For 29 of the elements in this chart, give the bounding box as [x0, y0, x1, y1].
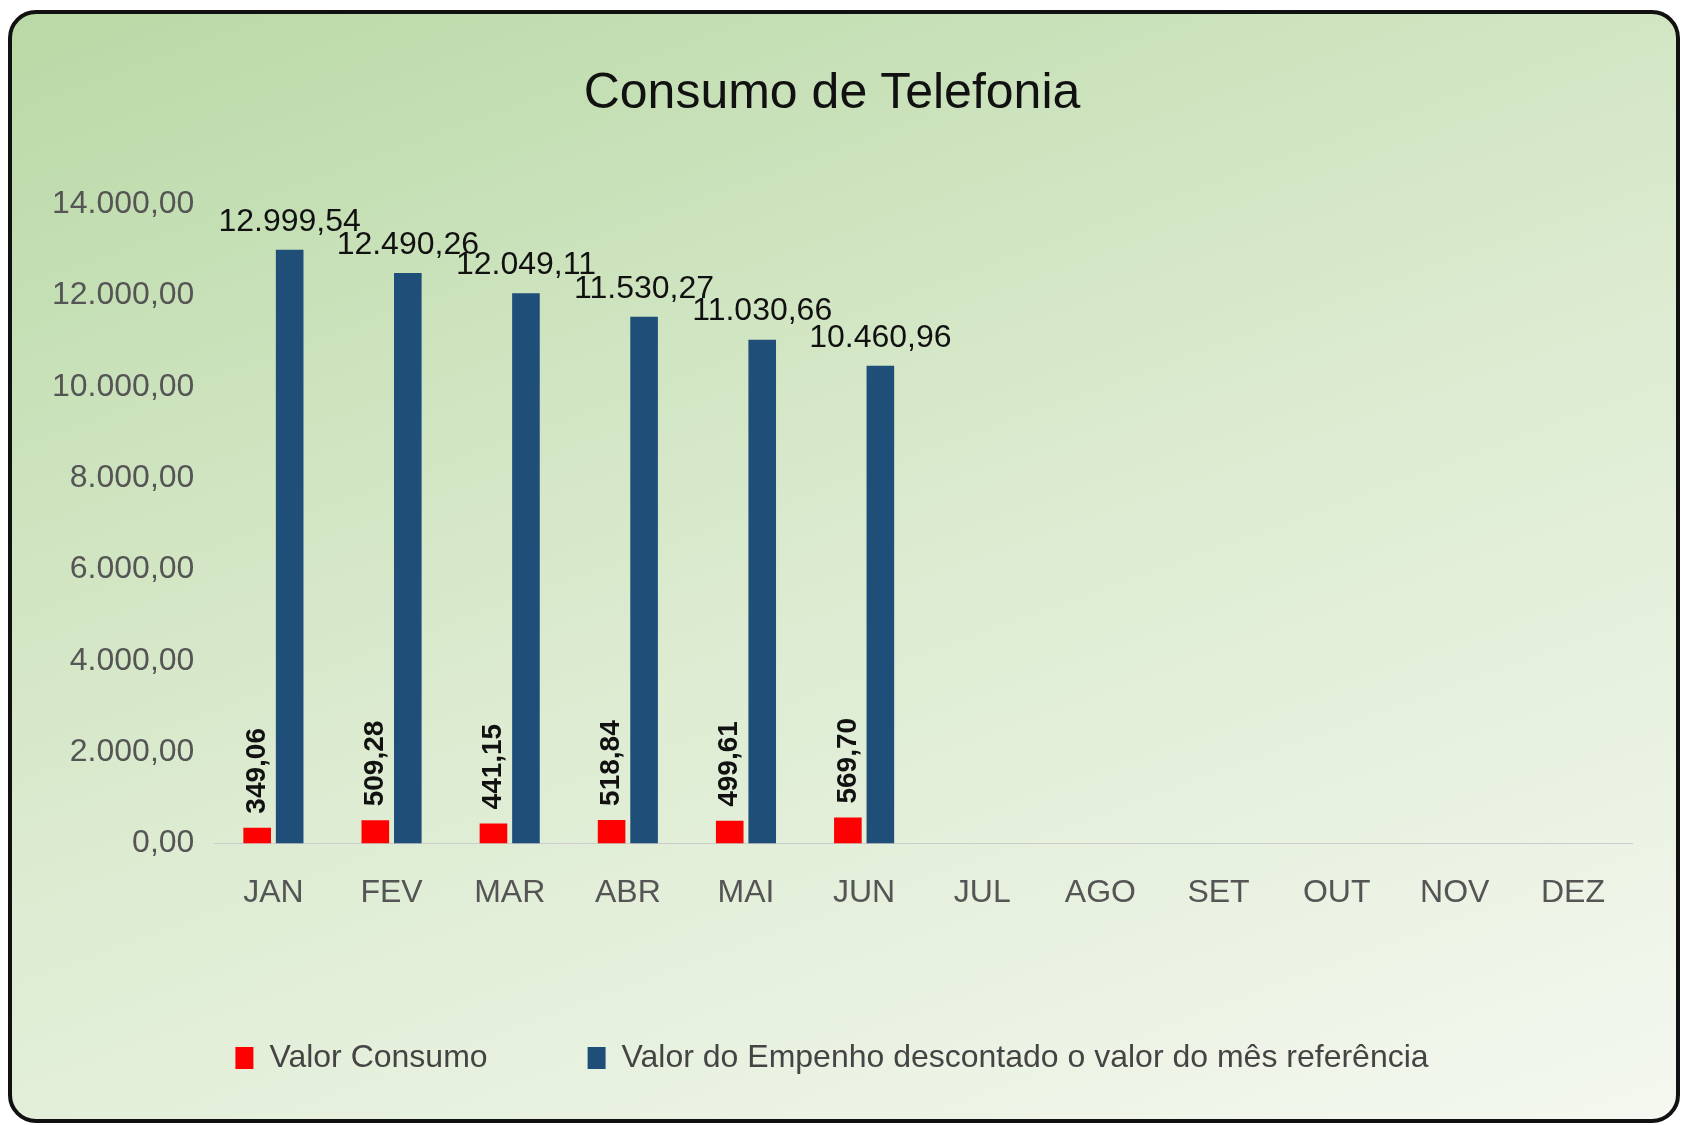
x-tick-label: JUL — [953, 872, 1011, 909]
x-tick-label: SET — [1187, 872, 1250, 909]
x-tick-label: JUN — [833, 872, 896, 909]
x-tick-label: DEZ — [1540, 872, 1605, 909]
x-tick-label: NOV — [1420, 872, 1491, 909]
y-tick-label: 12.000,00 — [52, 275, 195, 312]
x-tick-label: JAN — [243, 872, 304, 909]
chart-title: Consumo de Telefonia — [583, 62, 1081, 119]
data-label: 509,28 — [358, 720, 390, 807]
x-tick-label: ABR — [594, 872, 661, 909]
data-label: 499,61 — [712, 721, 744, 807]
y-tick-label: 0,00 — [132, 823, 195, 860]
y-tick-label: 4.000,00 — [69, 640, 195, 677]
y-tick-label: 8.000,00 — [69, 457, 195, 494]
y-tick-label: 10.000,00 — [52, 366, 195, 403]
y-tick-label: 6.000,00 — [69, 549, 195, 586]
x-tick-label: AGO — [1064, 872, 1136, 909]
x-tick-label: MAR — [474, 872, 546, 909]
x-tick-label: FEV — [360, 872, 424, 909]
data-label: 518,84 — [594, 719, 626, 806]
data-label: 441,15 — [476, 723, 508, 810]
data-label: 349,06 — [239, 728, 271, 814]
y-tick-label: 2.000,00 — [69, 732, 195, 769]
x-tick-label: MAI — [717, 872, 775, 909]
y-tick-label: 14.000,00 — [52, 183, 195, 220]
legend-label: Valor do Empenho descontado o valor do mês referência — [621, 1037, 1429, 1074]
data-label: 569,70 — [830, 717, 862, 804]
x-tick-label: OUT — [1302, 872, 1371, 909]
legend-label: Valor Consumo — [269, 1037, 488, 1074]
